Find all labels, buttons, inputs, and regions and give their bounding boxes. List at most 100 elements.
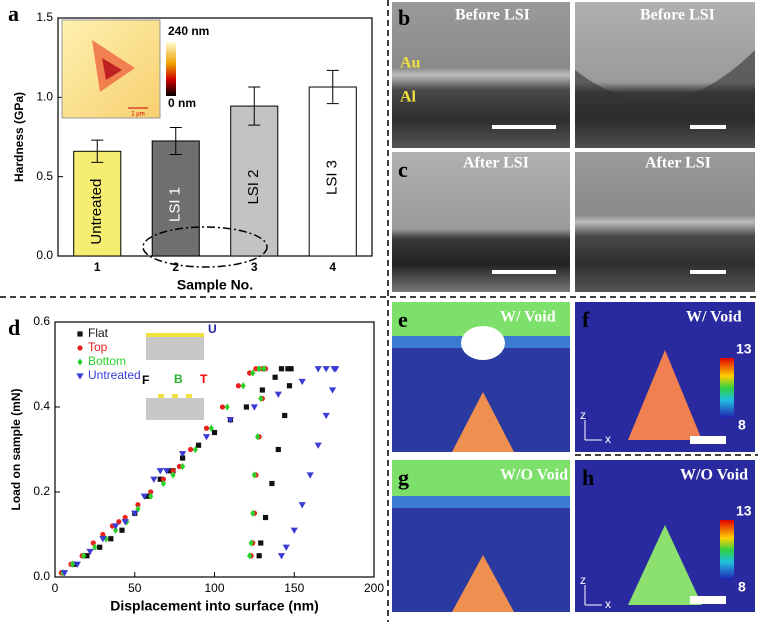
image-caption: W/O Void [680,467,748,484]
panel-label: a [8,1,19,26]
x-tick-label: 3 [251,260,258,274]
data-point [290,527,298,534]
data-point [243,404,249,410]
plot-frame [57,17,373,257]
highlight-ellipse [142,226,268,268]
scale-bar [492,270,556,274]
inset-map: 240 nm 0 nm 1 μm [61,19,209,119]
y-tick-label: 1.5 [36,10,53,24]
bar [151,140,200,257]
legend-label: Flat [88,326,109,340]
panel-label: h [582,465,594,490]
y-tick-label: 0.2 [33,484,50,498]
x-tick-label: 50 [128,581,142,595]
data-point [176,463,183,470]
axis-label: x [605,432,611,446]
data-point [224,403,230,411]
data-point [156,468,164,475]
md-image [575,460,755,612]
y-axis-label: Load on sample (mN) [9,388,23,510]
x-tick-label: 200 [364,581,384,595]
data-point [157,476,163,482]
md-image [392,460,570,612]
data-point [256,365,262,373]
error-bar [169,126,182,155]
data-point [219,404,226,410]
data-point [203,425,210,431]
data-point [298,502,306,509]
legend-marker [77,345,83,351]
axis-label: z [580,408,586,422]
x-tick-label: 4 [329,260,336,274]
data-point [282,412,288,419]
data-point [100,531,106,538]
data-point [202,434,211,441]
data-point [121,519,129,526]
sem-image [392,152,570,292]
data-point [246,370,253,376]
data-point [254,433,261,441]
data-point [160,476,167,482]
error-bar [248,86,261,126]
data-point [195,442,202,448]
sem-shape [575,50,755,148]
y-tick-label: 0.6 [33,314,50,328]
inset-min: 0 nm [168,96,196,110]
data-point [60,570,69,577]
panel-label: c [398,157,408,182]
data-point [275,446,281,453]
panel-label: f [582,307,590,332]
data-point [288,366,294,372]
image-caption: W/ Void [500,309,556,326]
inset-label: B [174,372,183,386]
x-tick-label: 1 [94,260,101,274]
sem-image [392,2,570,148]
data-point [135,502,141,508]
plots: a 0.0 0.5 1.0 1.5 Hardness (GPa) Sample No. 1 Un… [8,1,384,614]
image-caption: Before LSI [640,7,715,24]
data-point [148,489,154,495]
data-point [246,552,253,560]
bar-label: LSI 3 [324,160,341,195]
x-axis-label: Sample No. [177,277,253,293]
sem-image [575,152,755,292]
data-point [73,561,81,568]
image-caption: After LSI [463,155,529,172]
data-point [144,493,151,499]
data-point [253,366,259,372]
image-caption: W/ Void [686,309,742,326]
bar [73,150,122,257]
legend-marker [77,331,83,337]
data-point [148,492,154,500]
bar-label: LSI 1 [167,187,184,222]
data-point [192,445,198,454]
data-point [314,366,322,373]
data-point [179,451,187,458]
colorbar-label: 8 [738,417,746,433]
data-point [298,378,306,386]
y-tick-label: 0.0 [36,248,53,262]
data-point [180,455,186,461]
data-point [81,552,87,560]
data-point [92,543,98,551]
legend-label: Top [88,340,108,354]
legend-marker [76,373,84,380]
colorbar-label: 8 [738,579,746,595]
data-point [269,480,275,487]
data-point [116,519,122,525]
data-point [99,536,107,543]
error-bar [91,139,104,163]
data-point [286,383,293,389]
data-point [248,539,254,547]
x-tick-label: 0 [52,581,59,595]
data-point [314,442,322,449]
data-point [119,527,125,533]
layer-label: Al [400,89,417,106]
data-point [250,404,258,411]
data-point [262,514,269,521]
data-point [112,523,120,530]
x-tick-label: 150 [284,581,304,595]
axis-label: z [580,573,586,587]
y-tick-label: 1.0 [36,90,53,104]
